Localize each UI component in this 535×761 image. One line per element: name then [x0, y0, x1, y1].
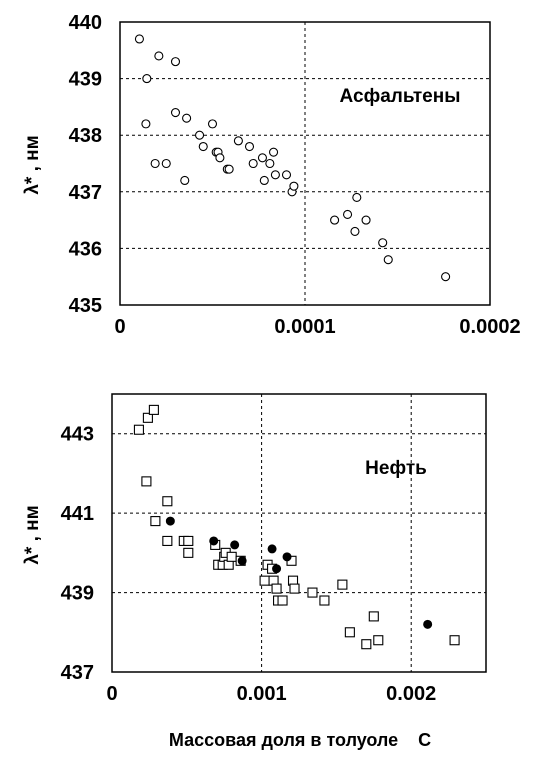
asphaltenes-point-open-circle [342, 209, 353, 219]
asphaltenes-point-open-circle [378, 238, 388, 248]
asphaltenes-annotation: Асфальтены [340, 86, 461, 107]
asphaltenes-y-tick-label: 440 [69, 12, 102, 34]
oil-point-open-square [226, 551, 237, 562]
asphaltenes-point-open-circle [198, 141, 208, 152]
asphaltenes-point-open-circle [289, 181, 299, 191]
oil-point-open-square [259, 575, 270, 586]
oil-point-open-square [162, 496, 173, 507]
oil-point-filled-circle [267, 544, 277, 554]
asphaltenes-point-open-circle [383, 255, 393, 265]
asphaltenes-point-open-circle [352, 192, 362, 203]
asphaltenes-point-open-circle [281, 170, 292, 180]
asphaltenes-point-open-circle [268, 147, 279, 157]
asphaltenes-point-open-circle [350, 226, 360, 236]
asphaltenes-point-open-circle [195, 130, 205, 140]
asphaltenes-point-open-circle [161, 158, 171, 169]
oil-annotation: Нефть [365, 458, 427, 479]
asphaltenes-point-open-circle [233, 136, 243, 146]
asphaltenes-point-open-circle [180, 175, 190, 186]
oil-point-filled-circle [165, 516, 175, 526]
oil-point-open-square [183, 547, 194, 558]
asphaltenes-point-open-circle [270, 170, 280, 180]
asphaltenes-point-open-circle [248, 158, 258, 169]
oil-point-open-square [361, 639, 372, 650]
oil-point-open-square [148, 404, 159, 415]
oil-point-open-square [373, 635, 384, 646]
asphaltenes-y-tick-label: 439 [69, 69, 102, 91]
oil-point-open-square [344, 627, 355, 638]
oil-point-open-square [183, 535, 194, 546]
asphaltenes-point-open-circle [224, 164, 234, 174]
oil-point-open-square [277, 595, 288, 606]
oil-x-tick-label: 0.002 [386, 683, 436, 705]
asphaltenes-x-tick-label: 0.0001 [274, 316, 335, 338]
oil-point-open-square [289, 583, 300, 594]
asphaltenes-point-open-circle [207, 119, 218, 129]
oil-x-tick-label: 0.001 [237, 683, 287, 705]
oil-point-open-square [271, 583, 282, 594]
oil-plot-frame [111, 393, 487, 673]
asphaltenes-point-open-circle [265, 158, 275, 169]
oil-y-tick-label: 439 [61, 583, 94, 605]
asphaltenes-point-open-circle [182, 113, 192, 123]
oil-point-filled-circle [423, 619, 433, 629]
oil-point-open-square [337, 579, 348, 590]
asphaltenes-point-open-circle [330, 215, 340, 225]
asphaltenes-point-open-circle [154, 51, 164, 61]
oil-y-tick-label: 443 [61, 424, 94, 446]
asphaltenes-point-open-circle [441, 272, 451, 282]
asphaltenes-x-tick-label: 0 [114, 316, 125, 338]
oil-point-open-square [150, 516, 161, 527]
asphaltenes-point-open-circle [141, 119, 151, 129]
asphaltenes-y-tick-label: 435 [69, 295, 102, 317]
asphaltenes-point-open-circle [257, 153, 268, 163]
oil-point-open-square [449, 635, 460, 646]
x-axis-label: Массовая доля в толуоле С [168, 730, 432, 750]
asphaltenes-point-open-circle [150, 158, 160, 169]
asphaltenes-y-axis-label: λ* , нм [22, 135, 43, 194]
oil-y-tick-label: 441 [61, 503, 94, 525]
oil-point-open-square [368, 611, 379, 622]
oil-point-filled-circle [237, 556, 247, 566]
oil-point-open-square [162, 535, 173, 546]
oil-y-axis-label: λ* , нм [22, 505, 43, 564]
oil-point-filled-circle [282, 552, 292, 562]
asphaltenes-point-open-circle [361, 215, 371, 225]
oil-point-open-square [133, 424, 144, 435]
asphaltenes-x-tick-label: 0.0002 [459, 316, 520, 338]
asphaltenes-y-tick-label: 436 [69, 238, 102, 260]
asphaltenes-point-open-circle [244, 141, 255, 152]
oil-x-tick-label: 0 [106, 683, 117, 705]
asphaltenes-y-tick-label: 437 [69, 182, 102, 204]
asphaltenes-point-open-circle [134, 34, 144, 44]
asphaltenes-point-open-circle [142, 74, 152, 84]
oil-point-open-square [319, 595, 330, 606]
oil-point-open-square [142, 412, 153, 423]
asphaltenes-point-open-circle [170, 57, 181, 67]
asphaltenes-point-open-circle [170, 108, 181, 118]
oil-point-filled-circle [272, 564, 282, 574]
asphaltenes-plot-frame [119, 21, 491, 306]
asphaltenes-point-open-circle [215, 153, 225, 163]
asphaltenes-y-tick-label: 438 [69, 125, 102, 147]
oil-point-filled-circle [209, 536, 219, 546]
oil-point-open-square [307, 587, 318, 598]
oil-point-filled-circle [230, 540, 240, 550]
asphaltenes-point-open-circle [259, 175, 269, 186]
oil-y-tick-label: 437 [61, 662, 94, 684]
oil-point-open-square [141, 476, 152, 487]
